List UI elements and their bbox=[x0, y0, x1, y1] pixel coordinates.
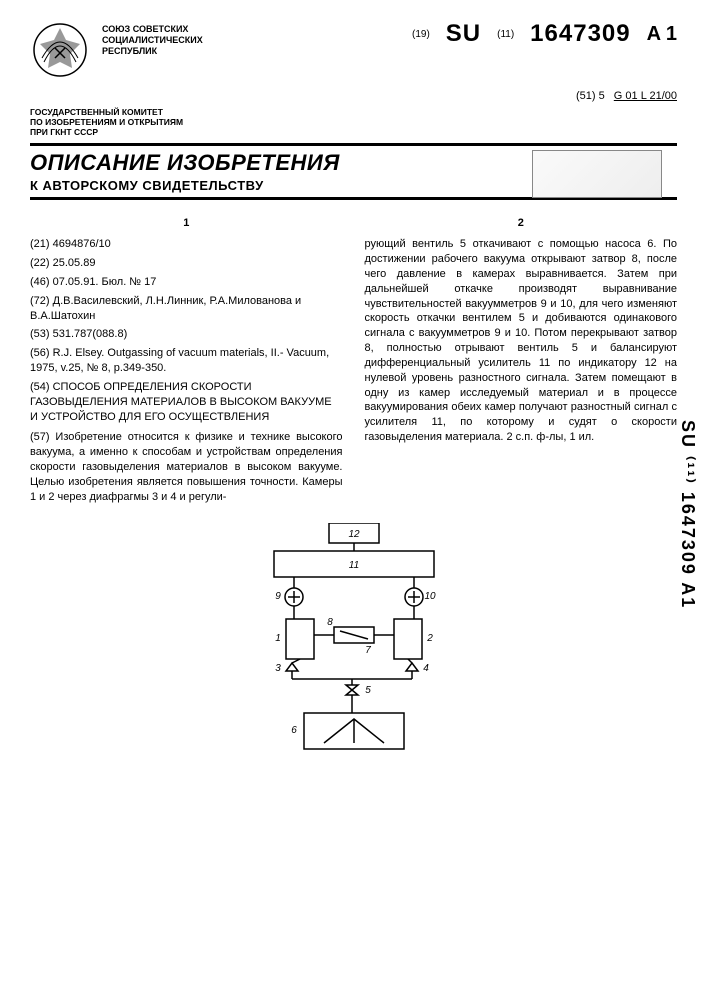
ipc-prefix: (51) 5 bbox=[576, 90, 605, 102]
header-row: СОЮЗ СОВЕТСКИХ СОЦИАЛИСТИЧЕСКИХ РЕСПУБЛИ… bbox=[30, 20, 677, 80]
svg-text:1: 1 bbox=[275, 633, 281, 644]
svg-text:8: 8 bbox=[327, 617, 333, 628]
repub-line-3: РЕСПУБЛИК bbox=[102, 46, 203, 57]
field-46: (46) 07.05.91. Бюл. № 17 bbox=[30, 275, 343, 290]
ipc-classification: (51) 5 G 01 L 21/00 bbox=[30, 90, 677, 102]
svg-text:11: 11 bbox=[348, 560, 358, 571]
svg-text:9: 9 bbox=[275, 591, 281, 602]
svg-text:12: 12 bbox=[348, 529, 360, 540]
side-patent-code: SU ⁽¹¹⁾ 1647309 A1 bbox=[677, 420, 699, 609]
svg-text:2: 2 bbox=[426, 633, 433, 644]
field-72: (72) Д.В.Василевский, Л.Н.Линник, Р.А.Ми… bbox=[30, 294, 343, 324]
repub-line-2: СОЦИАЛИСТИЧЕСКИХ bbox=[102, 35, 203, 46]
state-emblem bbox=[30, 20, 90, 80]
col2-number: 2 bbox=[365, 216, 678, 231]
svg-text:7: 7 bbox=[365, 645, 371, 656]
col1-number: 1 bbox=[30, 216, 343, 231]
svg-text:5: 5 bbox=[365, 685, 371, 696]
svg-text:6: 6 bbox=[291, 725, 297, 736]
svg-text:10: 10 bbox=[424, 591, 436, 602]
field-56: (56) R.J. Elsey. Outgassing of vacuum ma… bbox=[30, 346, 343, 376]
abstract-col2: рующий вентиль 5 откачивают с помощью на… bbox=[365, 237, 678, 445]
su-prefix: (19) bbox=[412, 29, 430, 40]
repub-line-1: СОЮЗ СОВЕТСКИХ bbox=[102, 24, 203, 35]
su-label: SU bbox=[446, 20, 481, 48]
patent-code: A 1 bbox=[647, 23, 677, 46]
patent-number: 1647309 bbox=[530, 20, 630, 48]
field-22: (22) 25.05.89 bbox=[30, 256, 343, 271]
column-2: 2 рующий вентиль 5 откачивают с помощью … bbox=[365, 216, 678, 504]
svg-text:3: 3 bbox=[275, 663, 281, 674]
stamp-box bbox=[532, 150, 662, 198]
republic-label: СОЮЗ СОВЕТСКИХ СОЦИАЛИСТИЧЕСКИХ РЕСПУБЛИ… bbox=[102, 24, 203, 56]
body-columns: 1 (21) 4694876/10 (22) 25.05.89 (46) 07.… bbox=[30, 216, 677, 504]
su-mid: (11) bbox=[497, 29, 514, 40]
field-54: (54) СПОСОБ ОПРЕДЕЛЕНИЯ СКОРОСТИ ГАЗОВЫД… bbox=[30, 380, 343, 425]
ipc-code: G 01 L 21/00 bbox=[614, 90, 677, 102]
field-21: (21) 4694876/10 bbox=[30, 237, 343, 252]
schematic-diagram: 121191012873456 bbox=[234, 523, 474, 755]
svg-text:4: 4 bbox=[423, 663, 429, 674]
field-53: (53) 531.787(088.8) bbox=[30, 327, 343, 342]
committee-line-3: ПРИ ГКНТ СССР bbox=[30, 128, 250, 138]
abstract-col1: (57) Изобретение относится к физике и те… bbox=[30, 430, 343, 504]
committee-label: ГОСУДАРСТВЕННЫЙ КОМИТЕТ ПО ИЗОБРЕТЕНИЯМ … bbox=[30, 108, 250, 137]
column-1: 1 (21) 4694876/10 (22) 25.05.89 (46) 07.… bbox=[30, 216, 343, 504]
patent-identifiers: (19) SU (11) 1647309 A 1 bbox=[412, 20, 677, 48]
